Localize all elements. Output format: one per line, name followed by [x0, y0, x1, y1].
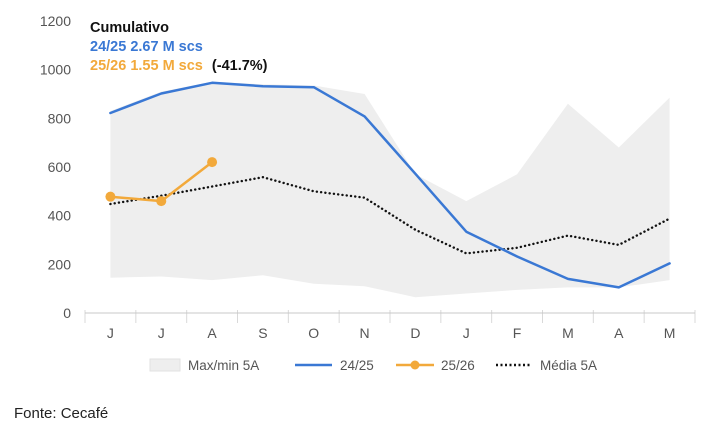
- x-tick-label: J: [463, 325, 470, 341]
- series-line-24-25: [109, 81, 671, 289]
- series-line-m-dia-5a: [109, 175, 671, 255]
- series-point-25-26: [105, 191, 116, 202]
- source-note: Fonte: Cecafé: [14, 405, 109, 422]
- x-tick-label: J: [107, 325, 114, 341]
- legend-swatch-2526-marker: [410, 360, 420, 370]
- x-tick-label: A: [207, 325, 217, 341]
- x-tick-label: J: [158, 325, 165, 341]
- annotation-line2: 25/26 1.55 M scs (-41.7%): [90, 58, 268, 74]
- x-tick-label: S: [258, 325, 267, 341]
- legend-label-2425: 24/25: [340, 358, 374, 373]
- annotation-line2-change: (-41.7%): [212, 58, 268, 74]
- y-tick-label: 0: [63, 305, 71, 321]
- x-tick-label: A: [614, 325, 624, 341]
- chart: 0 200 400 600 800 1000 1200 J J A S O N D J F M A M Cumul…: [40, 13, 696, 373]
- y-tick-label: 200: [48, 256, 72, 272]
- x-tick-label: M: [562, 325, 574, 341]
- x-tick-label: N: [360, 325, 370, 341]
- y-tick-label: 600: [48, 159, 72, 175]
- x-tick-label: M: [664, 325, 676, 341]
- legend-label-2526: 25/26: [441, 358, 475, 373]
- annotation-line1: 24/25 2.67 M scs: [90, 39, 203, 55]
- annotation-line2-value: 25/26 1.55 M scs: [90, 58, 203, 74]
- annotation-title: Cumulativo: [90, 20, 169, 36]
- series-point-25-26: [156, 196, 167, 207]
- y-tick-label: 1200: [40, 13, 71, 29]
- legend-label-band: Max/min 5A: [188, 358, 259, 373]
- x-tick-label: D: [410, 325, 420, 341]
- x-tick-label: O: [308, 325, 319, 341]
- legend-swatch-band: [149, 358, 181, 372]
- series-point-25-26: [207, 157, 218, 168]
- y-tick-label: 800: [48, 110, 72, 126]
- legend-label-media: Média 5A: [540, 358, 597, 373]
- y-tick-label: 1000: [40, 62, 71, 78]
- legend: Max/min 5A 24/25 25/26 Média 5A: [149, 358, 597, 373]
- x-tick-label: F: [513, 325, 522, 341]
- max-min-band: [110, 81, 670, 298]
- y-tick-label: 400: [48, 208, 72, 224]
